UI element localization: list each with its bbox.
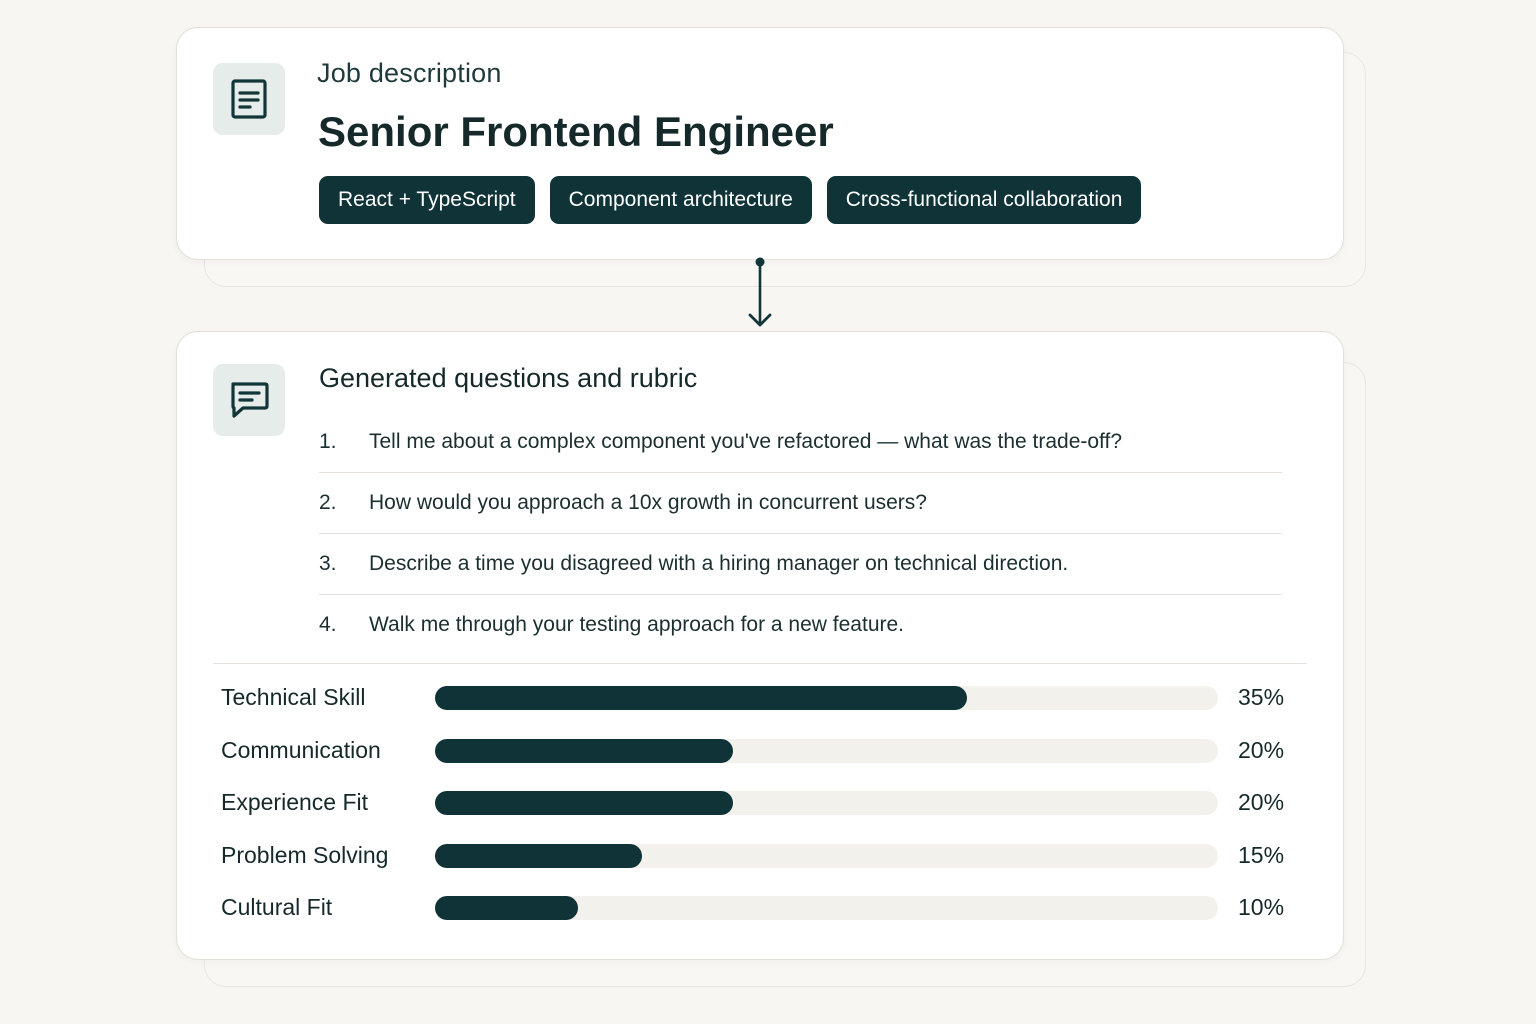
rubric-bar-fill [435, 738, 733, 763]
question-number: 1. [319, 430, 337, 453]
question-text: How would you approach a 10x growth in c… [369, 491, 927, 514]
job-description-card[interactable]: Job description Senior Frontend Engineer… [176, 27, 1344, 260]
skill-tag-list: React + TypeScript Component architectur… [319, 176, 1142, 224]
flow-arrow-icon [748, 257, 772, 327]
question-text: Describe a time you disagreed with a hir… [369, 552, 1069, 575]
rubric-bar-track [435, 896, 1218, 920]
document-icon [231, 79, 267, 119]
job-title: Senior Frontend Engineer [318, 108, 834, 155]
question-number: 4. [319, 613, 337, 636]
rubric-label: Cultural Fit [221, 894, 333, 920]
question-item[interactable]: 2. How would you approach a 10x growth i… [319, 473, 1282, 534]
questions-title: Generated questions and rubric [319, 363, 698, 393]
question-text: Tell me about a complex component you've… [369, 430, 1123, 453]
rubric-bar-fill [435, 791, 733, 815]
rubric-row: Communication 20% [221, 736, 1301, 791]
question-item[interactable]: 1. Tell me about a complex component you… [319, 412, 1282, 473]
question-number: 3. [319, 552, 337, 575]
rubric-bar-track [435, 738, 1218, 763]
rubric-row: Experience Fit 20% [221, 790, 1301, 843]
rubric-row: Problem Solving 15% [221, 841, 1301, 896]
skill-tag[interactable]: React + TypeScript [319, 176, 535, 224]
rubric-value: 20% [1238, 789, 1285, 815]
rubric-label: Problem Solving [221, 841, 389, 868]
question-text: Walk me through your testing approach fo… [369, 613, 905, 636]
rubric-bar-fill [435, 843, 643, 868]
skill-tag[interactable]: Cross-functional collaboration [826, 176, 1142, 224]
job-card-eyebrow: Job description [317, 58, 502, 88]
job-icon-tile [213, 63, 285, 135]
question-number: 2. [319, 491, 337, 514]
rubric-bar-track [435, 686, 1218, 710]
rubric-row: Technical Skill 35% [221, 685, 1301, 738]
rubric-row: Cultural Fit 10% [221, 895, 1301, 948]
question-item[interactable]: 4. Walk me through your testing approach… [319, 595, 1282, 655]
rubric-bar-fill [435, 686, 968, 710]
rubric-bar-track [435, 843, 1218, 868]
rubric-bar-fill [435, 896, 579, 920]
questions-rubric-card[interactable]: Generated questions and rubric 1. Tell m… [176, 331, 1344, 960]
rubric-label: Communication [221, 736, 381, 763]
rubric-label: Technical Skill [221, 684, 366, 710]
question-item[interactable]: 3. Describe a time you disagreed with a … [319, 534, 1282, 595]
rubric-value: 35% [1238, 684, 1285, 710]
skill-tag[interactable]: Component architecture [549, 176, 812, 224]
rubric-value: 15% [1238, 841, 1285, 868]
rubric-value: 10% [1238, 894, 1285, 920]
rubric-weights: Technical Skill 35% Communication 20% Ex… [221, 685, 1301, 948]
rubric-label: Experience Fit [221, 789, 369, 815]
chat-icon [231, 382, 269, 418]
rubric-divider [213, 663, 1307, 664]
rubric-value: 20% [1238, 736, 1285, 763]
rubric-bar-track [435, 791, 1218, 815]
questions-icon-tile [213, 364, 285, 436]
question-list: 1. Tell me about a complex component you… [319, 412, 1282, 655]
